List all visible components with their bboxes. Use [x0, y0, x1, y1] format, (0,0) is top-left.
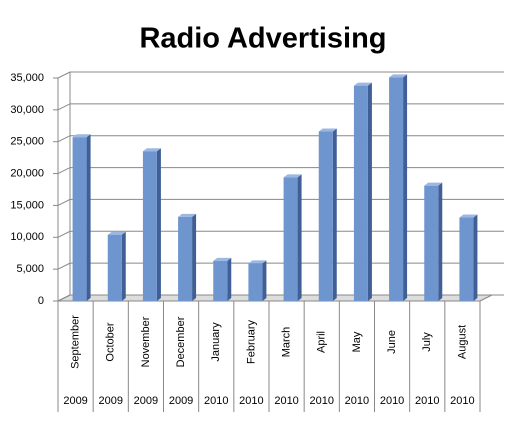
bar-face: [178, 216, 193, 301]
grid-line: [57, 135, 504, 143]
bar-face: [438, 182, 443, 301]
bar-face: [248, 260, 267, 264]
bar: [459, 214, 478, 301]
category-group-label: 2009: [134, 395, 158, 407]
bar-face: [283, 174, 302, 178]
bar-face: [86, 134, 91, 301]
bar-face: [213, 257, 232, 261]
bar-face: [178, 213, 197, 217]
category-group-label: 2009: [99, 395, 123, 407]
bar-face: [403, 74, 408, 301]
bar-face: [353, 85, 368, 301]
x-tick-label: December: [175, 316, 187, 367]
bar: [283, 174, 302, 301]
grid-line: [57, 167, 504, 175]
bar: [389, 74, 408, 301]
x-tick-label: October: [105, 322, 117, 361]
bar-face: [459, 214, 478, 218]
x-tick-label: March: [280, 327, 292, 358]
bar-face: [424, 185, 439, 301]
x-tick-label: September: [69, 315, 81, 369]
x-tick-label: May: [351, 331, 363, 352]
x-tick-label: July: [421, 332, 433, 352]
category-group-label: 2010: [239, 395, 263, 407]
grid-line: [57, 103, 504, 111]
bar: [318, 128, 337, 301]
category-group-label: 2010: [345, 395, 369, 407]
bar-face: [332, 128, 337, 301]
y-tick-label: 15,000: [10, 199, 44, 211]
category-group-label: 2010: [204, 395, 228, 407]
grid-line: [57, 71, 504, 79]
x-tick-label: January: [210, 322, 222, 362]
y-tick-label: 20,000: [10, 167, 44, 179]
bar-face: [142, 151, 157, 301]
x-tick-label: February: [245, 319, 257, 364]
bar-face: [262, 260, 267, 301]
bar-face: [72, 137, 87, 301]
category-group-label: 2010: [380, 395, 404, 407]
category-group-label: 2009: [169, 395, 193, 407]
bar: [142, 148, 161, 301]
bar-face: [389, 74, 408, 78]
bar-face: [192, 213, 197, 301]
y-tick-label: 10,000: [10, 231, 44, 243]
bar: [248, 260, 267, 301]
bar-face: [107, 234, 122, 301]
bar-face: [248, 263, 263, 301]
bar-face: [389, 77, 404, 301]
bar-face: [318, 128, 337, 132]
bar-face: [121, 231, 126, 301]
bar-face: [72, 134, 91, 138]
bar-face: [318, 131, 333, 301]
bar-face: [107, 231, 126, 235]
category-group-label: 2010: [415, 395, 439, 407]
bar: [178, 213, 197, 301]
chart-title: Radio Advertising: [139, 23, 386, 55]
y-tick-label: 5,000: [16, 263, 44, 275]
bar-face: [227, 257, 232, 301]
bar-face: [213, 260, 228, 301]
bar: [72, 134, 91, 301]
bar-face: [297, 174, 302, 301]
category-group-label: 2010: [450, 395, 474, 407]
x-tick-label: November: [140, 316, 152, 367]
bar: [424, 182, 443, 301]
bar-face: [283, 177, 298, 301]
x-tick-label: June: [386, 330, 398, 354]
bar: [107, 231, 126, 301]
y-tick-label: 30,000: [10, 104, 44, 116]
bar-face: [424, 182, 443, 186]
category-group-label: 2010: [310, 395, 334, 407]
bar-face: [142, 148, 161, 152]
y-tick-label: 25,000: [10, 136, 44, 148]
bar-face: [156, 148, 161, 301]
y-tick-label: 0: [38, 295, 44, 307]
x-tick-label: April: [316, 331, 328, 353]
bar-face: [473, 214, 478, 301]
bar-face: [459, 217, 474, 301]
bar-face: [353, 82, 372, 86]
bar-face: [367, 82, 372, 301]
y-tick-label: 35,000: [10, 72, 44, 84]
category-group-label: 2009: [63, 395, 87, 407]
bar: [213, 257, 232, 301]
category-group-label: 2010: [274, 395, 298, 407]
x-tick-label: August: [456, 325, 468, 359]
bar: [353, 82, 372, 301]
